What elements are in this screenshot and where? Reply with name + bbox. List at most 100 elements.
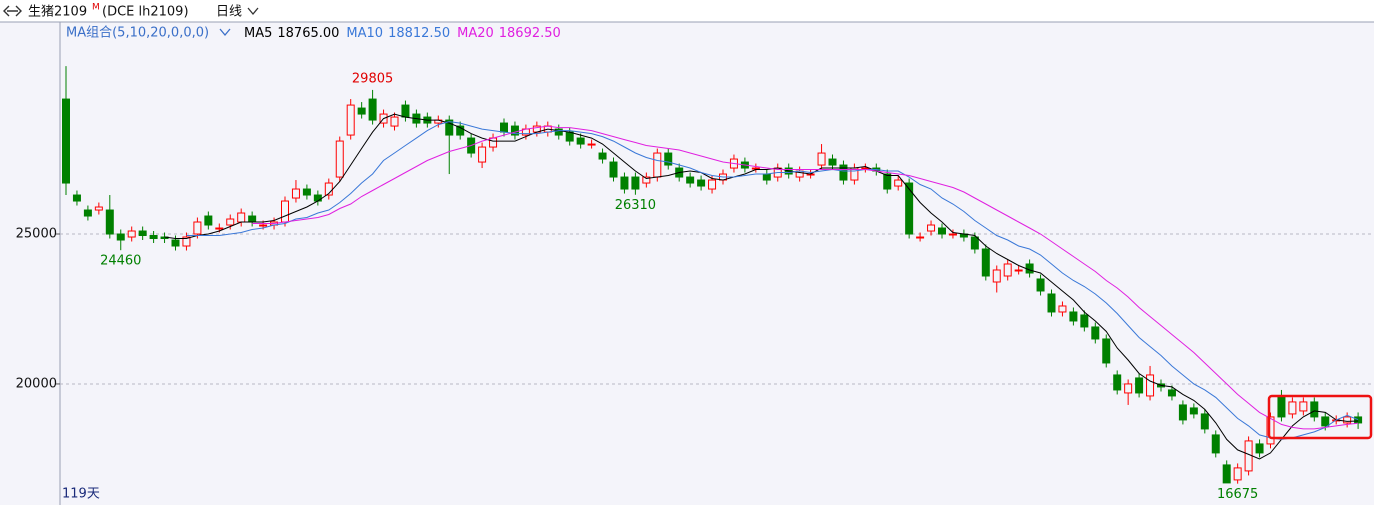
candle-body <box>357 107 366 115</box>
period-dropdown-arrow[interactable] <box>247 7 259 16</box>
candle-body <box>291 188 300 199</box>
candle-body <box>587 143 596 146</box>
candle-body <box>401 104 410 118</box>
symbol-superscript: M <box>92 3 100 13</box>
candle-body <box>1036 278 1045 292</box>
candle-body <box>1178 404 1187 421</box>
candle-body <box>1135 377 1144 394</box>
candle-body <box>1167 389 1176 397</box>
candle-body <box>916 236 925 239</box>
candle-body <box>368 98 377 121</box>
candle-body <box>883 173 892 190</box>
candle-body <box>478 146 487 163</box>
candle-body <box>1288 401 1297 415</box>
candle-body <box>828 158 837 166</box>
candle-body <box>1014 269 1023 272</box>
candle-body <box>1310 401 1319 418</box>
candle-body <box>653 152 662 178</box>
candle-body <box>1200 413 1209 430</box>
candle-body <box>938 227 946 235</box>
period-selector[interactable]: 日线 <box>216 5 242 20</box>
extreme-label: 16675 <box>1217 487 1258 502</box>
candle-body <box>72 194 81 202</box>
candle-body <box>346 104 355 136</box>
candle-body <box>1343 416 1352 424</box>
candle-body <box>1354 416 1363 424</box>
candle-body <box>248 215 257 223</box>
candle-body <box>1211 434 1220 454</box>
candle-body <box>609 161 618 178</box>
candle-body <box>894 179 903 187</box>
candle-body <box>631 176 640 190</box>
legend-name: MA10 <box>346 26 383 41</box>
y-tick-label: 25000 <box>16 227 57 242</box>
candle-body <box>259 224 268 227</box>
candle-body <box>313 194 322 202</box>
candle-body <box>510 125 519 136</box>
legend-name: MA5 <box>244 26 272 41</box>
candle-body <box>1102 338 1111 364</box>
candle-body <box>686 176 695 184</box>
candle-body <box>149 235 158 240</box>
extreme-label: 24460 <box>100 254 141 269</box>
ma-line <box>186 121 1359 440</box>
candle-body <box>456 125 465 136</box>
indicator-selector[interactable]: MA组合(5,10,20,0,0,0) <box>66 26 209 41</box>
candle-body <box>1124 383 1133 394</box>
candle-body <box>620 176 629 190</box>
extreme-label: 26310 <box>615 198 656 213</box>
candle-body <box>576 137 585 145</box>
legend-entry: MA10 18812.50 <box>346 26 450 41</box>
candle-body <box>62 98 70 184</box>
candle-body <box>762 173 771 181</box>
candle-body <box>1058 305 1067 313</box>
candle-body <box>970 236 979 250</box>
candle-body <box>116 233 125 241</box>
plot-background <box>0 22 1374 505</box>
symbol-title: 生猪2109 <box>28 5 87 20</box>
candle-body <box>861 167 870 170</box>
days-label: 119天 <box>62 487 100 502</box>
candle-body <box>1003 263 1012 277</box>
extreme-label: 29805 <box>352 71 393 86</box>
candle-body <box>1146 374 1155 397</box>
candle-body <box>171 239 180 247</box>
candle-body <box>1321 416 1330 427</box>
candle-body <box>817 152 826 166</box>
candle-body <box>1080 314 1089 328</box>
candle-body <box>226 218 235 226</box>
candle-body <box>598 152 607 160</box>
back-icon[interactable] <box>3 5 22 17</box>
candle-body <box>708 179 717 190</box>
candle-body <box>127 230 136 238</box>
candle-body <box>839 164 848 181</box>
ma-line <box>252 125 1359 430</box>
indicator-dropdown-arrow[interactable] <box>219 28 231 37</box>
candle-body <box>1277 395 1286 418</box>
symbol-code: (DCE lh2109) <box>102 5 189 20</box>
legend-value: 18692.50 <box>499 26 561 41</box>
candle-body <box>94 206 103 211</box>
candle-body <box>664 152 673 166</box>
candle-body <box>237 212 246 223</box>
candle-body <box>1113 374 1122 391</box>
candle-body <box>642 176 651 184</box>
legend-value: 18812.50 <box>388 26 450 41</box>
candle-body <box>1233 467 1242 481</box>
candle-body <box>1189 407 1198 415</box>
candle-body <box>138 230 147 237</box>
toolbar <box>0 0 1374 22</box>
legend-value: 18765.00 <box>277 26 339 41</box>
candle-body <box>83 209 92 217</box>
candle-body <box>1255 443 1264 454</box>
candle-body <box>445 119 454 136</box>
candle-body <box>215 227 224 230</box>
candle-body <box>1091 326 1100 340</box>
candle-body <box>981 248 990 277</box>
legend-entry: MA20 18692.50 <box>457 26 561 41</box>
candle-body <box>992 269 1001 283</box>
highlight-box <box>1267 394 1373 440</box>
candle-body <box>193 221 202 235</box>
